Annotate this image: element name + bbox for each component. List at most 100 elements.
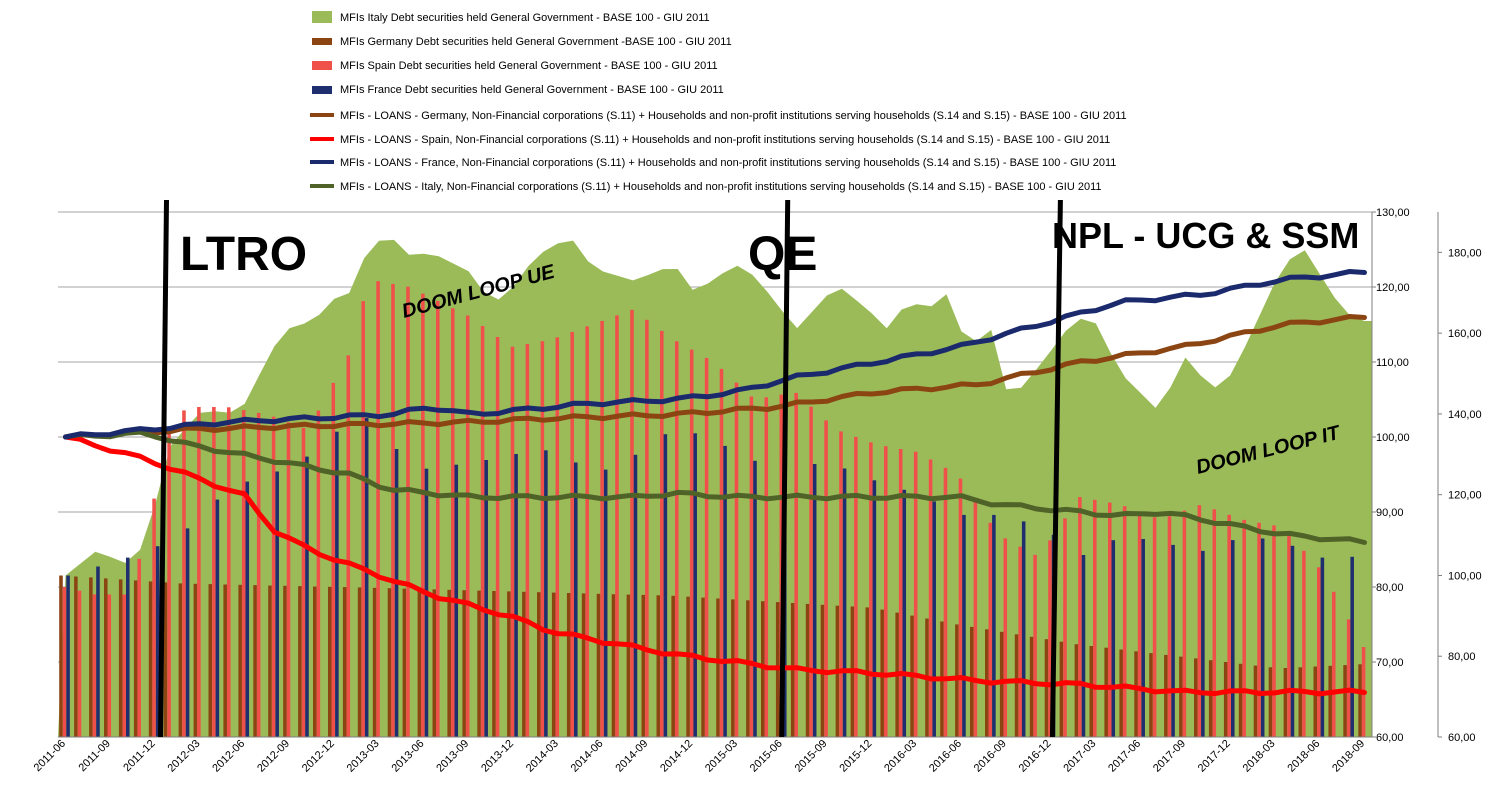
spain-debt-bar: [1018, 546, 1022, 737]
france-debt-bar: [1081, 555, 1086, 737]
spain-debt-bar: [928, 459, 933, 737]
france-debt-bar: [902, 489, 907, 737]
spain-debt-bar: [1182, 510, 1187, 737]
spain-debt-bar: [137, 558, 141, 737]
legend-label-italy-loans: MFIs - LOANS - Italy, Non-Financial corp…: [340, 181, 1102, 193]
germany-debt-bar: [1134, 651, 1138, 737]
spain-debt-bar: [943, 467, 948, 737]
italy-debt-area: [58, 239, 1372, 737]
spain-debt-bar: [391, 283, 395, 737]
spain-debt-bar: [869, 442, 873, 737]
france-loans-line: [63, 269, 1367, 440]
right-axis-tick-label: 120,00: [1448, 490, 1482, 502]
spain-debt-bar: [107, 594, 112, 737]
spain-debt-bar: [555, 337, 560, 737]
france-debt-bar: [185, 528, 190, 737]
france-debt-bar: [1290, 545, 1295, 737]
spain-debt-bar: [1302, 550, 1306, 737]
germany-debt-bar: [1268, 667, 1273, 737]
germany-debt-bar: [716, 598, 720, 737]
germany-debt-bar: [1313, 666, 1318, 737]
spain-debt-bar: [62, 587, 67, 737]
germany-debt-bar: [1119, 649, 1123, 737]
germany-debt-bar: [357, 587, 362, 737]
npl-label: NPL - UCG & SSM: [1052, 215, 1359, 256]
germany-debt-bar: [626, 594, 631, 737]
legend-swatch-france-debt: [312, 86, 332, 94]
left-axis-tick-label: 70,00: [1376, 657, 1404, 669]
italy-loans-line: [63, 429, 1367, 545]
spain-debt-bar: [77, 590, 82, 737]
spain-debt-bar: [510, 346, 515, 737]
legend-label-germany-debt: MFIs Germany Debt securities held Genera…: [340, 36, 732, 48]
spain-debt-bar: [689, 349, 694, 737]
spain-debt-bar: [1167, 516, 1172, 737]
spain-debt-bar: [286, 422, 291, 737]
germany-debt-bar: [462, 590, 466, 737]
germany-debt-bar: [298, 586, 302, 737]
spain-debt-bar: [958, 478, 963, 737]
legend-entry-italy-debt: MFIs Italy Debt securities held General …: [312, 11, 710, 24]
france-debt-bar: [1201, 550, 1205, 737]
spain-debt-bar: [1137, 511, 1142, 737]
france-debt-bar: [245, 481, 250, 737]
left-axis-tick-label: 120,00: [1376, 282, 1410, 294]
germany-debt-bar: [641, 594, 646, 737]
germany-debt-bar: [1089, 646, 1094, 737]
legend-swatch-germany-debt: [312, 38, 332, 45]
france-debt-bar: [155, 546, 160, 737]
france-debt-bar: [305, 456, 309, 737]
germany-debt-bar: [372, 587, 377, 737]
spain-debt-bar: [734, 382, 739, 737]
spain-debt-bar: [1003, 538, 1008, 737]
germany-debt-bar: [89, 577, 93, 737]
germany-debt-bar: [133, 580, 138, 737]
france-debt-bar: [424, 468, 429, 737]
spain-debt-bar: [898, 449, 903, 737]
spain-debt-bar: [645, 319, 649, 737]
germany-debt-bar: [163, 582, 168, 737]
france-debt-bar: [842, 468, 847, 737]
france-debt-bar: [1171, 544, 1175, 737]
germany-debt-bar: [656, 595, 661, 737]
left-axis-tick-label: 130,00: [1376, 207, 1410, 219]
germany-debt-bar: [1104, 647, 1108, 737]
spain-debt-bar: [615, 315, 619, 737]
left-axis-tick-label: 80,00: [1376, 582, 1404, 594]
spain-debt-bar: [1242, 519, 1246, 737]
spain-debt-bar: [1317, 567, 1321, 737]
spain-debt-bar: [346, 355, 351, 737]
germany-debt-bar: [178, 583, 183, 737]
germany-debt-bar: [148, 581, 153, 737]
spain-debt-bar: [1093, 499, 1097, 737]
france-debt-bar: [1141, 539, 1145, 737]
france-debt-bar: [932, 501, 936, 737]
germany-debt-bar: [1014, 634, 1019, 737]
france-debt-bar: [126, 557, 130, 737]
spain-debt-bar: [913, 451, 918, 737]
germany-debt-bar: [1208, 660, 1213, 737]
spain-debt-bar: [1108, 502, 1112, 737]
legend-swatch-spain-debt: [312, 61, 332, 70]
spain-debt-bar: [197, 407, 201, 737]
spain-debt-bar: [704, 357, 709, 737]
right-axis-tick-label: 80,00: [1448, 651, 1476, 663]
france-debt-bar: [544, 450, 548, 737]
germany-debt-bar: [1298, 667, 1303, 737]
germany-debt-bar: [1044, 639, 1049, 737]
ltro-label: LTRO: [180, 228, 307, 281]
spain-debt-bar: [1272, 525, 1276, 737]
spain-debt-bar: [212, 407, 216, 737]
germany-debt-bar: [1253, 665, 1258, 737]
france-debt-bar: [992, 514, 996, 737]
legend-entry-france-debt: MFIs France Debt securities held General…: [312, 84, 724, 96]
spain-debt-bar: [167, 432, 171, 737]
france-debt-bar: [693, 433, 697, 737]
left-axis-tick-label: 60,00: [1376, 732, 1404, 744]
germany-debt-bar: [432, 589, 437, 737]
germany-debt-bar: [1328, 665, 1332, 737]
left-axis-tick-label: 100,00: [1376, 432, 1410, 444]
legend-entry-germany-debt: MFIs Germany Debt securities held Genera…: [312, 36, 732, 48]
france-debt-bar: [812, 464, 817, 737]
